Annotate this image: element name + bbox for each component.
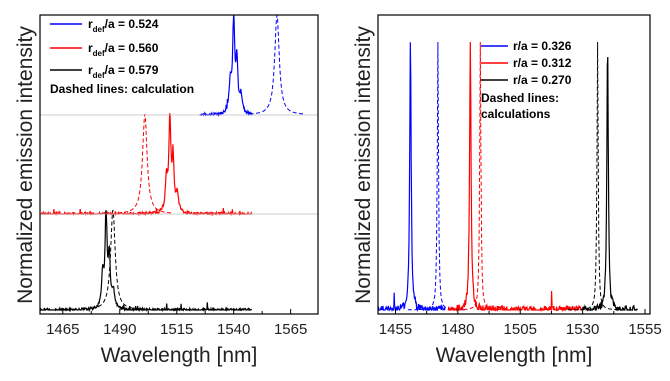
left-series-2-measured (39, 209, 253, 313)
right-plot-frame (377, 14, 651, 315)
right-x-tick-label-4: 1555 (628, 321, 661, 338)
left-series-2-calculated (85, 209, 141, 310)
right-series-1-calculated (450, 41, 511, 311)
right-legend-entry-blue: r/a = 0.326 (513, 39, 572, 53)
right-series-2-measured (582, 56, 638, 312)
right-legend-entry-black: r/a = 0.270 (513, 73, 572, 87)
right-x-tick-label-2: 1505 (504, 321, 537, 338)
left-legend-entry-blue: rdef/a = 0.524 (88, 17, 159, 34)
right-legend-entry-red: r/a = 0.312 (513, 56, 572, 70)
left-x-tick-label-4: 1565 (274, 321, 307, 338)
left-series-0-calculated (249, 14, 305, 115)
right-series-0-measured (377, 42, 446, 313)
right-x-axis: 1455 1480 1505 1530 1555 (379, 309, 662, 338)
right-y-axis-label: Normalized emission intensity (352, 26, 375, 304)
left-plot-frame (39, 14, 319, 315)
left-series-1-measured (40, 113, 253, 217)
left-legend-entry-red: rdef/a = 0.560 (88, 41, 159, 58)
left-legend: rdef/a = 0.524 rdef/a = 0.560 rdef/a = 0… (50, 17, 194, 96)
left-x-axis-label: Wavelength [nm] (101, 344, 258, 367)
left-x-tick-label-3: 1540 (217, 321, 250, 338)
right-x-tick-label-3: 1530 (566, 321, 599, 338)
left-annotation: Dashed lines: calculation (50, 82, 194, 96)
right-annotation-line-1: Dashed lines: (481, 91, 559, 105)
right-x-axis-label: Wavelength [nm] (436, 344, 593, 367)
right-legend: r/a = 0.326 r/a = 0.312 r/a = 0.270 Dash… (481, 39, 572, 121)
right-x-tick-label-1: 1480 (441, 321, 474, 338)
left-x-tick-label-2: 1515 (160, 321, 193, 338)
right-x-tick-label-0: 1455 (379, 321, 412, 338)
left-x-axis: 1465 1490 1515 1540 1565 (46, 309, 307, 338)
right-plot-area (377, 41, 638, 313)
right-series-2-calculated (567, 41, 628, 311)
left-series-1-calculated (117, 113, 173, 214)
left-y-axis-label: Normalized emission intensity (14, 26, 37, 304)
left-x-tick-label-1: 1490 (103, 321, 136, 338)
left-x-tick-label-0: 1465 (46, 321, 79, 338)
left-legend-entry-black: rdef/a = 0.579 (88, 63, 159, 80)
left-plot-area (39, 14, 305, 313)
right-series-1-measured (447, 41, 583, 313)
right-series-0-calculated (407, 41, 468, 311)
right-annotation-line-2: calculations (481, 107, 551, 121)
left-series-0-measured (199, 15, 253, 117)
left-chart-panel: 1465 1490 1515 1540 1565 Wavelength [nm] Nor… (14, 14, 319, 367)
right-chart-panel: 1455 1480 1505 1530 1555 Wavelength [nm] Nor… (352, 14, 662, 367)
